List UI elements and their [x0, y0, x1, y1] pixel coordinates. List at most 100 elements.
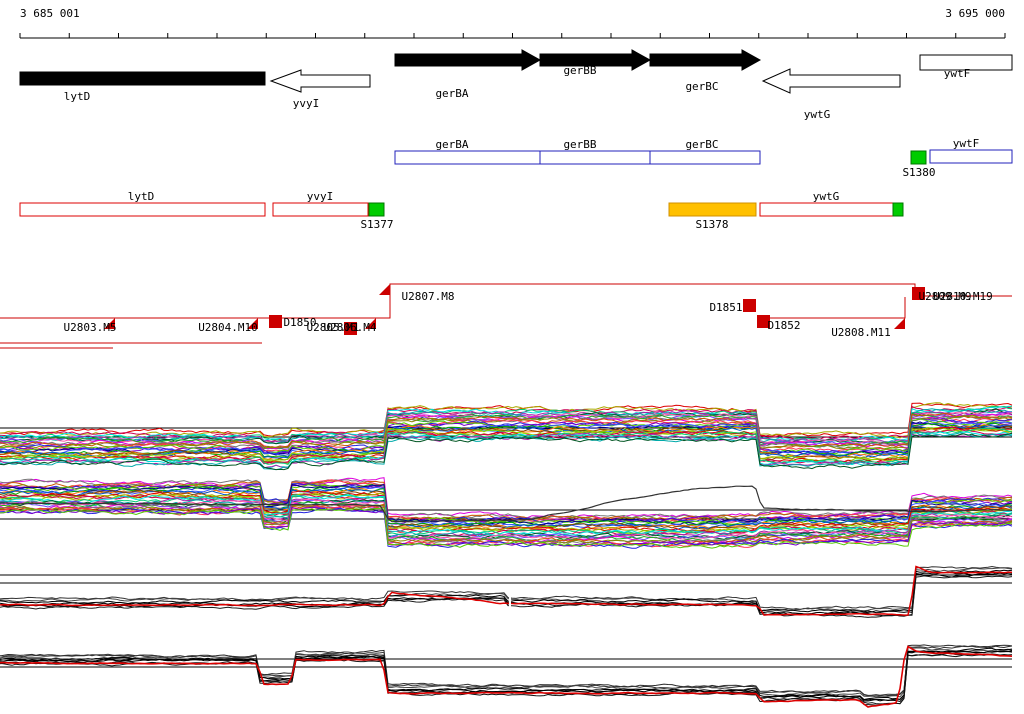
- gene-arrow-gerBC[interactable]: [649, 49, 762, 71]
- signal-line: [0, 485, 1013, 529]
- expression-panel-3-lines: [0, 565, 1013, 634]
- segment-breakpoint-box: [344, 322, 357, 335]
- feature-S1377[interactable]: [368, 202, 385, 217]
- gene-label-gerBB: gerBB: [563, 64, 596, 77]
- segment-label: U2803.M5: [64, 321, 117, 334]
- ruler-start-coordinate: 3 685 001: [20, 7, 80, 20]
- signal-line: [0, 573, 1013, 617]
- operon-ywtF[interactable]: [929, 149, 1013, 164]
- segment-line: [0, 283, 1012, 319]
- segment-breakpoint-box: [743, 299, 756, 312]
- segment-breakpoint-box: [912, 287, 925, 300]
- signal-line: [0, 477, 1013, 521]
- expression-panel-3: [0, 565, 1013, 634]
- expression-panel-4: [0, 644, 1013, 708]
- signal-line: [0, 569, 1013, 613]
- segment-breakpoint-box: [757, 315, 770, 328]
- operon-gerB[interactable]: [394, 150, 761, 165]
- segment-breakpoint-flag: [247, 318, 258, 329]
- operon-track: gerBA gerBB gerBC ywtF S1380: [394, 137, 1013, 179]
- signal-line: [0, 493, 1013, 537]
- outlier-line: [0, 485, 1012, 523]
- ruler-end-coordinate: 3 695 000: [945, 7, 1005, 20]
- segment-breakpoint-flag: [365, 318, 376, 329]
- track-label: ywtF: [953, 137, 980, 150]
- gene-arrow-track: lytD yvyI gerBA gerBB gerBC ywtG ywtF: [19, 49, 1013, 121]
- signal-line: [0, 497, 1013, 539]
- gene-arrow-gerBB[interactable]: [539, 49, 652, 71]
- gene-arrow-lytD[interactable]: [19, 71, 266, 86]
- signal-line: [0, 507, 1013, 549]
- segment-label: U2804.M10: [198, 321, 258, 334]
- signal-line: [0, 427, 1013, 465]
- segment-label: D1850: [283, 316, 316, 329]
- red-signal-line: [0, 565, 1013, 616]
- segment-breakpoint-flag: [894, 318, 905, 329]
- feature-S1380[interactable]: [910, 150, 927, 165]
- segment-label: U2806.M4: [324, 321, 377, 334]
- signal-gap: [509, 584, 511, 634]
- gene-label-ywtF: ywtF: [944, 67, 971, 80]
- track-label: ywtG: [813, 190, 840, 203]
- gene-label-lytD: lytD: [64, 90, 91, 103]
- expression-panel-1-lines: [0, 402, 1013, 471]
- segment-line: [762, 297, 906, 319]
- expression-panel-1: [0, 402, 1013, 471]
- signal-line: [0, 417, 1013, 454]
- signal-line: [0, 427, 1013, 464]
- segment-label: U2809.M9: [919, 290, 972, 303]
- feature-S1378[interactable]: [668, 202, 757, 217]
- signal-line: [0, 478, 1013, 520]
- gene-label-ywtG: ywtG: [804, 108, 831, 121]
- signal-line: [0, 405, 1013, 442]
- segment-label: D1851: [709, 301, 742, 314]
- signal-line: [0, 567, 1013, 612]
- track-label: gerBA: [435, 138, 468, 151]
- segment-breakpoint-box: [269, 315, 282, 328]
- red-signal-line: [0, 645, 1013, 708]
- feature-box-lytD[interactable]: [19, 202, 266, 217]
- track-label: lytD: [128, 190, 155, 203]
- track-label: S1377: [360, 218, 393, 231]
- coordinate-ruler: 3 685 001 3 695 000: [19, 7, 1006, 39]
- feature-unlabeled[interactable]: [892, 202, 904, 217]
- expression-panel-2-lines: [0, 477, 1013, 549]
- segment-label: U2810.M19: [933, 290, 993, 303]
- feature-box-ywtG[interactable]: [759, 202, 894, 217]
- track-label: S1380: [902, 166, 935, 179]
- expression-panel-4-lines: [0, 644, 1013, 708]
- gene-label-yvyI: yvyI: [293, 97, 320, 110]
- track-label: gerBB: [563, 138, 596, 151]
- track-label: gerBC: [685, 138, 718, 151]
- signal-line: [0, 432, 1013, 471]
- gene-arrow-ywtG[interactable]: [761, 68, 901, 94]
- signal-line: [0, 503, 1013, 546]
- segment-breakpoint-flag: [104, 318, 115, 329]
- signal-line: [0, 646, 1013, 698]
- segment-label: U2807.M8: [402, 290, 455, 303]
- track-label: yvyI: [307, 190, 334, 203]
- signal-line: [0, 487, 1013, 531]
- signal-line: [0, 428, 1013, 465]
- track-label: S1378: [695, 218, 728, 231]
- segment-label: D1852: [767, 319, 800, 332]
- gene-arrow-ywtF[interactable]: [919, 54, 1013, 71]
- gene-label-gerBC: gerBC: [685, 80, 718, 93]
- signal-line: [0, 650, 1013, 702]
- feature-box-yvyI[interactable]: [272, 202, 369, 217]
- expression-panels: [0, 402, 1013, 708]
- expression-panel-2: [0, 477, 1013, 549]
- gene-label-gerBA: gerBA: [435, 87, 468, 100]
- gene-arrow-yvyI[interactable]: [269, 69, 371, 93]
- signal-line: [0, 412, 1013, 450]
- signal-line: [0, 410, 1013, 443]
- signal-line: [0, 501, 1013, 543]
- signal-line: [0, 644, 1013, 697]
- signal-line: [0, 402, 1013, 439]
- segment-label: U2805.M1: [307, 321, 360, 334]
- gene-arrow-gerBA[interactable]: [394, 49, 542, 71]
- signal-line: [0, 421, 1013, 457]
